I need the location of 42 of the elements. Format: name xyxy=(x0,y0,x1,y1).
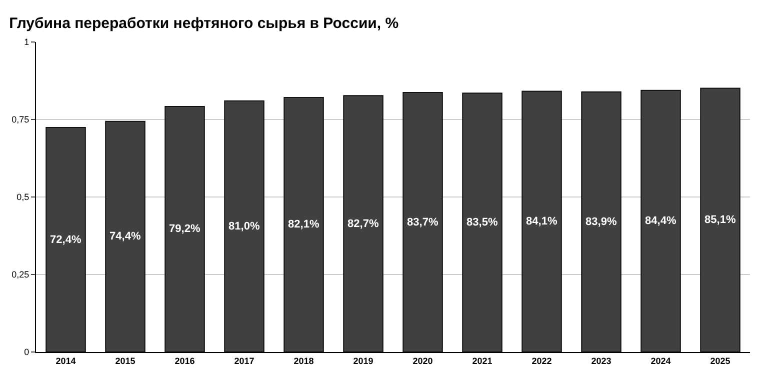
bar xyxy=(164,106,205,352)
x-tick-label: 2025 xyxy=(710,356,730,366)
bar xyxy=(343,95,384,352)
data-label: 85,1% xyxy=(704,214,736,226)
x-tick-label: 2018 xyxy=(294,356,314,366)
x-tick-label: 2016 xyxy=(174,356,195,366)
bar xyxy=(402,92,443,352)
bar xyxy=(284,96,324,352)
y-tick-label: 0,5 xyxy=(16,192,30,202)
data-label: 82,7% xyxy=(348,218,379,230)
data-label: 82,1% xyxy=(288,218,320,231)
data-label: 84,4% xyxy=(645,215,676,228)
bar xyxy=(640,90,681,352)
y-tick-label: 0,25 xyxy=(12,270,30,280)
bar xyxy=(522,90,562,352)
chart-title: Глубина переработки нефтяного сырья в России, % xyxy=(9,14,399,32)
data-label: 83,9% xyxy=(586,216,617,228)
bar xyxy=(700,88,740,352)
data-label: 74,4% xyxy=(110,230,141,243)
x-tick-label: 2020 xyxy=(412,356,433,366)
bar xyxy=(46,127,86,352)
bar xyxy=(462,92,502,352)
x-tick-label: 2015 xyxy=(115,356,136,366)
data-label: 84,1% xyxy=(526,216,558,228)
x-tick-label: 2023 xyxy=(591,356,612,366)
data-label: 72,4% xyxy=(50,234,82,246)
x-tick-label: 2022 xyxy=(532,356,552,366)
bar xyxy=(581,91,622,352)
x-tick-label: 2021 xyxy=(472,356,492,366)
y-tick-label: 0 xyxy=(24,347,30,358)
x-tick-label: 2024 xyxy=(650,356,671,366)
x-tick-label: 2017 xyxy=(234,356,254,366)
x-tick-label: 2019 xyxy=(353,356,374,366)
bar xyxy=(105,120,146,352)
data-label: 83,7% xyxy=(407,216,438,228)
x-tick-label: 2014 xyxy=(56,356,76,366)
y-tick-label: 0,75 xyxy=(12,114,30,125)
y-tick-label: 1 xyxy=(24,37,30,48)
bar xyxy=(224,100,264,352)
data-label: 81,0% xyxy=(228,220,260,232)
data-label: 83,5% xyxy=(466,216,498,229)
data-label: 79,2% xyxy=(169,223,200,236)
